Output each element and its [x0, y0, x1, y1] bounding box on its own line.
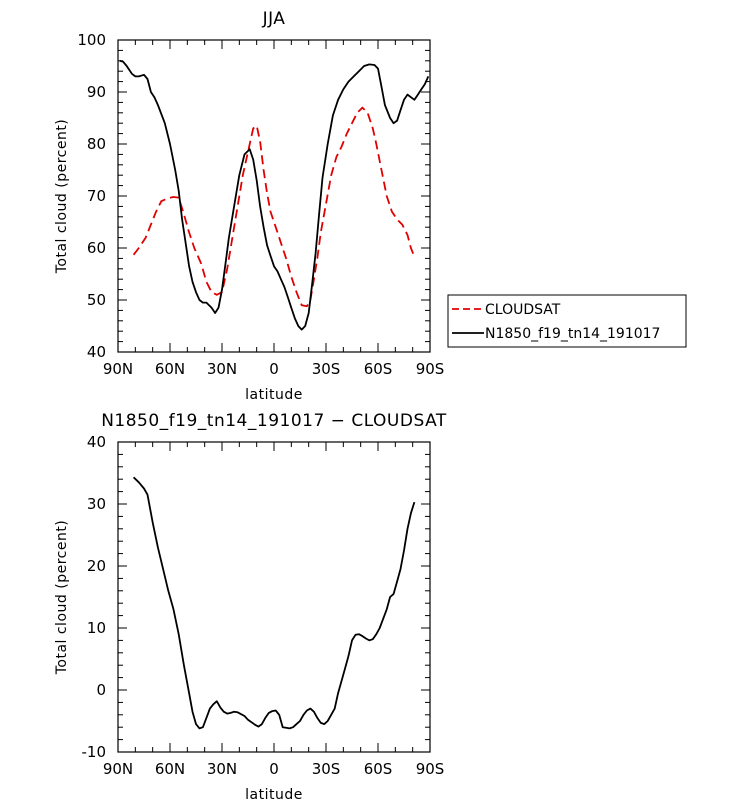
y-tick-label: 40 [87, 433, 106, 451]
y-tick-label: 70 [87, 187, 106, 205]
x-tick-label: 30S [312, 760, 341, 778]
y-tick-label: 50 [87, 291, 106, 309]
y-tick-label: 100 [77, 31, 106, 49]
x-axis-label: latitude [245, 787, 303, 803]
legend-label: CLOUDSAT [485, 302, 561, 318]
chart-title: JJA [262, 9, 286, 29]
y-tick-label: 0 [96, 681, 106, 699]
plot-frame [117, 441, 431, 753]
y-tick-label: 80 [87, 135, 106, 153]
legend-box [447, 294, 687, 348]
x-tick-label: 90S [416, 760, 445, 778]
y-tick-label: 60 [87, 239, 106, 257]
x-tick-label: 0 [269, 360, 279, 378]
y-tick-label: -10 [82, 743, 107, 761]
x-tick-label: 60S [364, 360, 393, 378]
x-tick-label: 90N [103, 760, 133, 778]
x-tick-label: 30N [207, 360, 237, 378]
x-axis-label: latitude [245, 387, 303, 403]
y-tick-label: 30 [87, 495, 106, 513]
x-tick-label: 30N [207, 760, 237, 778]
y-axis-label: Total cloud (percent) [54, 119, 70, 275]
x-tick-label: 90S [416, 360, 445, 378]
plot-frame [117, 39, 431, 353]
x-tick-label: 60N [155, 760, 185, 778]
legend-label: N1850_f19_tn14_191017 [485, 326, 660, 342]
series-line-difference [132, 476, 416, 730]
x-tick-label: 0 [269, 760, 279, 778]
panel-2: N1850_f19_tn14_191017 − CLOUDSAT 90N 60N 30… [54, 411, 447, 803]
x-tick-label: 60S [364, 760, 393, 778]
series-line-n1850-f19-tn14-191017 [119, 59, 430, 331]
x-tick-label: 30S [312, 360, 341, 378]
y-tick-label: 20 [87, 557, 106, 575]
chart-title: N1850_f19_tn14_191017 − CLOUDSAT [101, 411, 447, 431]
y-tick-label: 90 [87, 83, 106, 101]
legend: CLOUDSAT N1850_f19_tn14_191017 [447, 294, 687, 348]
series-line-cloudsat [132, 106, 416, 308]
y-tick-label: 10 [87, 619, 106, 637]
panel-1: JJA 90N 60N 30N 0 30S 60S 90S 40 50 60 70 80 90 100 lat… [54, 9, 687, 403]
y-axis-label: Total cloud (percent) [54, 520, 70, 676]
x-tick-label: 90N [103, 360, 133, 378]
y-tick-label: 40 [87, 343, 106, 361]
x-tick-label: 60N [155, 360, 185, 378]
